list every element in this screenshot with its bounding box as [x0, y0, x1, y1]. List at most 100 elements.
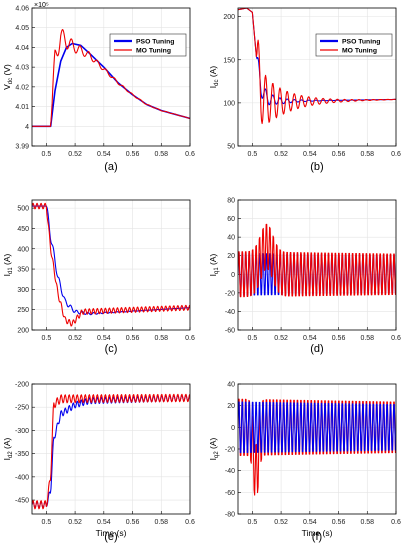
chart-panel-2: 0.5 0.52 0.54 0.56 0.58 0.6 50 100 150 200 Idc (A)…: [208, 7, 401, 173]
y-tick-label: 4: [25, 124, 29, 131]
tick-labels: 0.5 0.52 0.54 0.56 0.58 0.6 3.99 4 4.01 4.02 4.03 4…: [15, 6, 195, 159]
series-line-mo: [32, 28, 190, 127]
x-tick-label: 0.54: [97, 335, 111, 342]
x-tick-label: 0.6: [185, 519, 195, 526]
x-tick-label: 0.6: [391, 151, 401, 158]
chart-panel-3: 0.5 0.52 0.54 0.56 0.58 0.6 200 250 300 350 400 450…: [2, 199, 195, 355]
y-tick-label: -250: [15, 405, 29, 412]
x-tick-label: 0.52: [274, 519, 288, 526]
series-line-mo: [32, 393, 190, 510]
x-tick-label: 0.54: [303, 335, 317, 342]
y-tick-label: -20: [225, 290, 235, 297]
x-tick-label: 0.5: [41, 151, 51, 158]
panel-caption: (b): [310, 161, 323, 173]
x-tick-label: 0.6: [185, 335, 195, 342]
series-group: [238, 398, 396, 496]
y-axis-label: Iq1 (A): [208, 253, 220, 276]
y-tick-label: -40: [225, 468, 235, 475]
tick-labels: 0.5 0.52 0.54 0.56 0.58 0.6 -450 -400 -350 -300 -2…: [15, 382, 195, 527]
x-tick-label: 0.6: [391, 335, 401, 342]
x-tick-label: 0.5: [41, 519, 51, 526]
x-axis-label: Time (s): [96, 528, 127, 538]
y-tick-label: 4.05: [15, 25, 29, 32]
plot-frame: [237, 199, 397, 331]
y-axis-label: Idc (A): [208, 66, 220, 89]
x-tick-label: 0.56: [126, 151, 140, 158]
y-axis-label-sub: d2: [8, 451, 14, 458]
y-tick-label: 100: [223, 100, 235, 107]
y-tick-label: -300: [15, 428, 29, 435]
x-tick-label: 0.5: [247, 151, 257, 158]
y-tick-label: 4.01: [15, 104, 29, 111]
x-tick-label: 0.5: [247, 335, 257, 342]
y-tick-label: -200: [15, 382, 29, 389]
y-axis-label-main: I: [208, 274, 218, 276]
y-axis-label-main: I: [208, 458, 218, 460]
plot-frame: [31, 7, 191, 147]
y-axis-label-main: I: [208, 86, 218, 88]
y-tick-label: 300: [17, 287, 29, 294]
panel-caption: (e): [104, 531, 117, 543]
y-axis-label-main: V: [2, 84, 12, 90]
chart-panel-5: 0.5 0.52 0.54 0.56 0.58 0.6 -450 -400 -350 -300 -2…: [2, 382, 195, 544]
y-axis-label-sub: d1: [8, 267, 14, 274]
y-tick-label: -80: [225, 512, 235, 519]
plot-frame: [31, 199, 191, 331]
panel-caption: (c): [105, 343, 118, 355]
series-line-mo: [238, 223, 396, 298]
y-axis-label: Iq2 (A): [208, 437, 220, 460]
plot-frame: [237, 383, 397, 515]
x-tick-label: 0.52: [68, 151, 82, 158]
x-tick-label: 0.6: [391, 519, 401, 526]
y-tick-label: 4.06: [15, 6, 29, 13]
x-tick-label: 0.52: [68, 519, 82, 526]
plot-area: [32, 200, 190, 330]
y-axis-label-sub: q2: [214, 451, 220, 458]
panel-caption: (f): [312, 531, 322, 543]
y-axis-label-unit: (A): [2, 253, 12, 267]
x-axis-label: Time (s): [302, 528, 333, 538]
y-axis-label-sub: dc: [8, 78, 14, 84]
legend-label: PSO Tuning: [342, 39, 380, 46]
tick-labels: 0.5 0.52 0.54 0.56 0.58 0.6 50 100 150 200: [223, 14, 401, 158]
tick-labels: 0.5 0.52 0.54 0.56 0.58 0.6 200 250 300 350 400 450…: [17, 206, 195, 342]
x-tick-label: 0.56: [332, 151, 346, 158]
y-axis-label-sub: q1: [214, 267, 220, 274]
chart-panel-6: 0.5 0.52 0.54 0.56 0.58 0.6 -80 -60 -40 -20 0 20 40 I…: [208, 382, 401, 544]
y-tick-label: 80: [227, 198, 235, 205]
y-axis-label-main: I: [2, 274, 12, 276]
y-tick-label: 200: [223, 14, 235, 21]
y-tick-label: -60: [225, 328, 235, 335]
y-axis-label: Vdc (V): [2, 64, 14, 90]
y-tick-label: -350: [15, 451, 29, 458]
y-tick-label: 40: [227, 382, 235, 389]
x-tick-label: 0.56: [332, 519, 346, 526]
x-tick-label: 0.5: [41, 335, 51, 342]
y-axis-label-unit: (A): [208, 253, 218, 267]
y-tick-label: -60: [225, 490, 235, 497]
legend: PSO Tuning MO Tuning: [315, 33, 393, 57]
y-axis-label: Id2 (A): [2, 437, 14, 460]
x-tick-label: 0.5: [247, 519, 257, 526]
y-tick-label: 40: [227, 235, 235, 242]
y-tick-label: 400: [17, 246, 29, 253]
y-tick-label: 3.99: [15, 144, 29, 151]
x-tick-label: 0.58: [360, 519, 374, 526]
panel-caption: (d): [310, 343, 323, 355]
x-tick-label: 0.56: [126, 519, 140, 526]
x-tick-label: 0.52: [68, 335, 82, 342]
x-tick-label: 0.58: [360, 335, 374, 342]
legend: PSO Tuning MO Tuning: [109, 33, 187, 57]
y-tick-label: -40: [225, 309, 235, 316]
y-tick-label: 4.03: [15, 65, 29, 72]
series-group: [32, 393, 190, 510]
y-tick-label: 20: [227, 403, 235, 410]
y-axis-label: Id1 (A): [2, 253, 14, 276]
y-tick-label: 50: [227, 144, 235, 151]
series-group: [32, 28, 190, 128]
series-line-mo: [32, 202, 190, 327]
legend-label: MO Tuning: [136, 48, 171, 55]
series-group: [32, 202, 190, 327]
x-tick-label: 0.54: [97, 519, 111, 526]
